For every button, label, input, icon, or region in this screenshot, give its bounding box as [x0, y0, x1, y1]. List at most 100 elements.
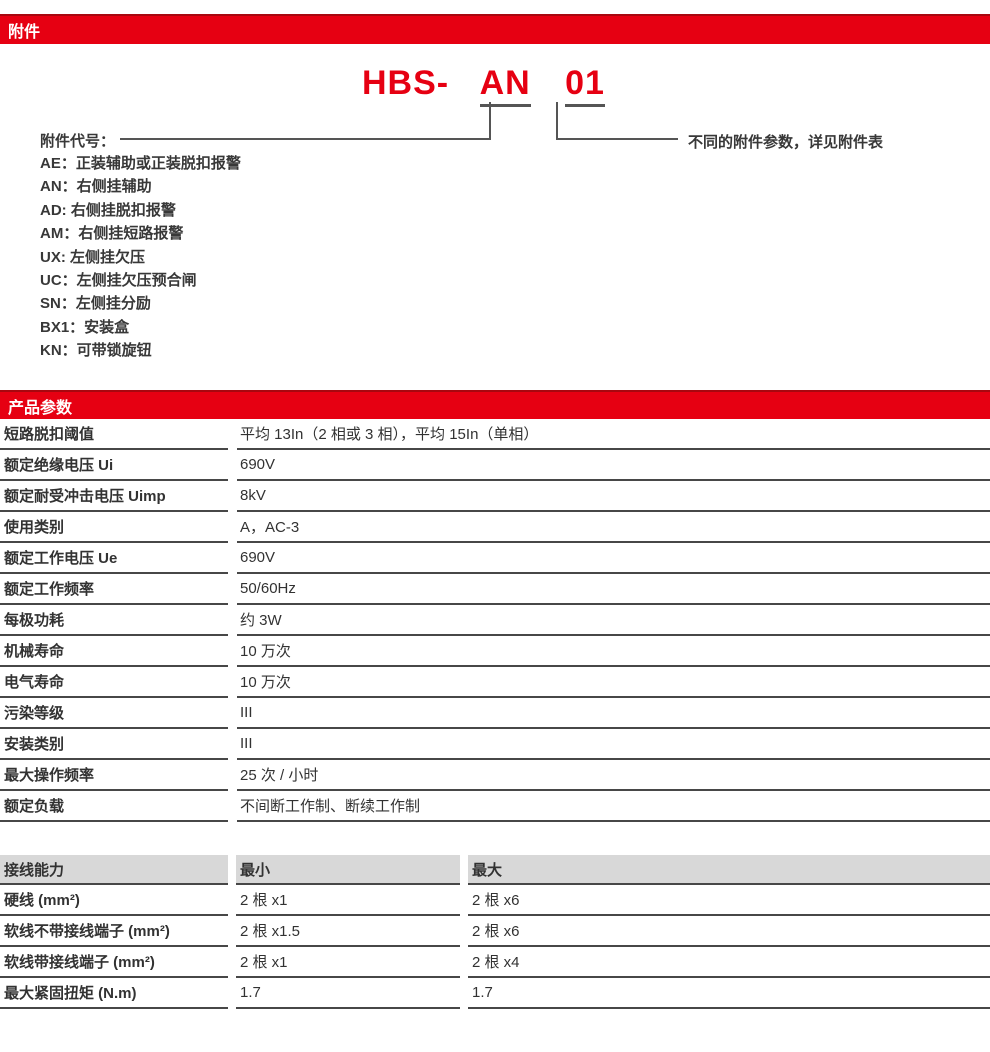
column-gap	[460, 947, 468, 978]
param-label: 每极功耗	[0, 605, 228, 636]
column-gap	[228, 916, 236, 947]
param-value: 10 万次	[237, 667, 990, 698]
param-row: 电气寿命 10 万次	[0, 667, 990, 698]
param-row: 每极功耗 约 3W	[0, 605, 990, 636]
param-row: 安装类别 III	[0, 729, 990, 760]
param-value: 690V	[237, 450, 990, 481]
column-gap	[228, 636, 237, 667]
param-row: 最大操作频率 25 次 / 小时	[0, 760, 990, 791]
param-value: III	[237, 698, 990, 729]
model-code: HBS- AN 01	[362, 64, 605, 107]
column-gap	[228, 729, 237, 760]
accessory-code-caption: 附件代号：	[40, 133, 116, 150]
wiring-capacity-table: 接线能力 最小 最大 硬线 (mm²) 2 根 x1 2 根 x6 软线不带接线…	[0, 855, 990, 1009]
accessory-code-item: UC：左侧挂欠压预合闸	[40, 272, 197, 290]
column-gap	[228, 605, 237, 636]
accessory-code-item: UX: 左侧挂欠压	[40, 248, 146, 266]
accessory-code-item: SN：左侧挂分励	[40, 295, 151, 313]
column-gap	[228, 855, 236, 885]
column-gap	[228, 481, 237, 512]
param-label: 额定绝缘电压 Ui	[0, 450, 228, 481]
column-gap	[228, 419, 237, 450]
param-value: III	[237, 729, 990, 760]
accessory-code-item: AN：右侧挂辅助	[40, 178, 152, 196]
column-gap	[228, 947, 236, 978]
param-value: A，AC-3	[237, 512, 990, 543]
section-banner-product-params: 产品参数	[0, 390, 990, 419]
param-value: 10 万次	[237, 636, 990, 667]
column-gap	[460, 885, 468, 916]
wiring-label: 软线带接线端子 (mm²)	[0, 947, 228, 978]
accessory-code-item: KN：可带锁旋钮	[40, 342, 152, 360]
column-gap	[228, 885, 236, 916]
wiring-header-min: 最小	[236, 855, 460, 885]
column-gap	[228, 978, 236, 1009]
param-value: 8kV	[237, 481, 990, 512]
wiring-row: 硬线 (mm²) 2 根 x1 2 根 x6	[0, 885, 990, 916]
wiring-row: 软线不带接线端子 (mm²) 2 根 x1.5 2 根 x6	[0, 916, 990, 947]
wiring-row: 最大紧固扭矩 (N.m) 1.7 1.7	[0, 978, 990, 1009]
accessory-code-item: AM：右侧挂短路报警	[40, 225, 184, 243]
param-label: 额定工作电压 Ue	[0, 543, 228, 574]
param-value: 50/60Hz	[237, 574, 990, 605]
param-value: 约 3W	[237, 605, 990, 636]
wiring-min-value: 2 根 x1.5	[236, 916, 460, 947]
section-title-accessories: 附件	[8, 24, 41, 41]
column-gap	[228, 512, 237, 543]
column-gap	[228, 543, 237, 574]
param-row: 短路脱扣阈值 平均 13In（2 相或 3 相），平均 15In（单相）	[0, 419, 990, 450]
param-row: 额定工作电压 Ue 690V	[0, 543, 990, 574]
param-value: 25 次 / 小时	[237, 760, 990, 791]
section-title-product-params: 产品参数	[8, 399, 73, 417]
param-label: 额定负载	[0, 791, 228, 822]
column-gap	[228, 450, 237, 481]
param-value: 平均 13In（2 相或 3 相），平均 15In（单相）	[237, 419, 990, 450]
param-label: 额定耐受冲击电压 Uimp	[0, 481, 228, 512]
wiring-header-capability: 接线能力	[0, 855, 228, 885]
param-label: 使用类别	[0, 512, 228, 543]
param-row: 额定耐受冲击电压 Uimp 8kV	[0, 481, 990, 512]
model-code-prefix: HBS-	[362, 64, 450, 102]
param-label: 最大操作频率	[0, 760, 228, 791]
product-params-table: 短路脱扣阈值 平均 13In（2 相或 3 相），平均 15In（单相） 额定绝…	[0, 419, 990, 822]
wiring-header-max: 最大	[468, 855, 990, 885]
accessory-code-item: AE：正装辅助或正装脱扣报警	[40, 155, 241, 172]
param-row: 使用类别 A，AC-3	[0, 512, 990, 543]
connector-line-horizontal-variant	[556, 138, 678, 140]
param-label: 短路脱扣阈值	[0, 419, 228, 450]
wiring-min-value: 1.7	[236, 978, 460, 1009]
param-row: 额定绝缘电压 Ui 690V	[0, 450, 990, 481]
column-gap	[228, 760, 237, 791]
column-gap	[228, 791, 237, 822]
param-label: 污染等级	[0, 698, 228, 729]
wiring-min-value: 2 根 x1	[236, 947, 460, 978]
connector-line-horizontal-accessory	[120, 138, 491, 140]
column-gap	[228, 667, 237, 698]
param-value: 690V	[237, 543, 990, 574]
column-gap	[460, 855, 468, 885]
wiring-label: 最大紧固扭矩 (N.m)	[0, 978, 228, 1009]
variant-caption: 不同的附件参数，详见附件表	[688, 134, 884, 151]
param-label: 额定工作频率	[0, 574, 228, 605]
model-code-accessory: AN	[479, 64, 531, 107]
model-code-variant: 01	[565, 64, 605, 107]
section-banner-accessories: 附件	[0, 14, 990, 44]
param-row: 额定工作频率 50/60Hz	[0, 574, 990, 605]
wiring-header-row: 接线能力 最小 最大	[0, 855, 990, 885]
connector-line-vertical-variant	[556, 102, 558, 140]
accessory-code-list: AE：正装辅助或正装脱扣报警 AN：右侧挂辅助 AD: 右侧挂脱扣报警 AM：右…	[40, 152, 241, 363]
column-gap	[460, 916, 468, 947]
wiring-max-value: 1.7	[468, 978, 990, 1009]
param-label: 安装类别	[0, 729, 228, 760]
column-gap	[228, 698, 237, 729]
wiring-label: 硬线 (mm²)	[0, 885, 228, 916]
column-gap	[228, 574, 237, 605]
column-gap	[460, 978, 468, 1009]
wiring-min-value: 2 根 x1	[236, 885, 460, 916]
connector-line-vertical-accessory	[489, 102, 491, 140]
wiring-max-value: 2 根 x6	[468, 885, 990, 916]
param-label: 电气寿命	[0, 667, 228, 698]
param-value: 不间断工作制、断续工作制	[237, 791, 990, 822]
wiring-max-value: 2 根 x4	[468, 947, 990, 978]
